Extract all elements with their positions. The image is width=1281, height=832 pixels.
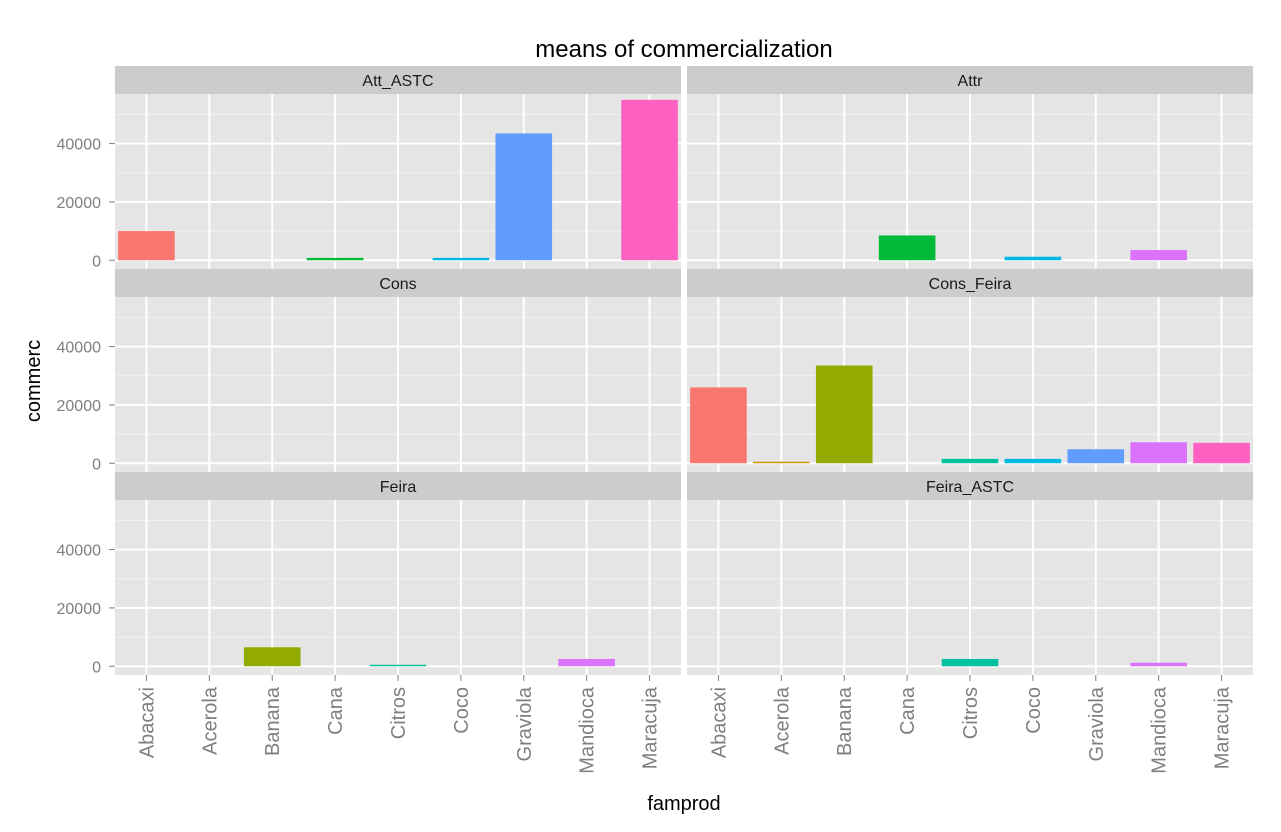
facet-panel-feira-astc: Feira_ASTC xyxy=(687,472,1253,675)
bar-feira-astc-citros xyxy=(941,658,999,667)
x-axis-labels: Abacaxi Acerola Banana Cana Citros Coco Gravio… xyxy=(136,675,1234,774)
bar-cons-feira-banana xyxy=(815,365,873,464)
facet-panel-att-astc: Att_ASTC 0 20000 40000 xyxy=(57,66,681,270)
facet-strip-label: Cons_Feira xyxy=(929,276,1012,293)
bar-cons-feira-maracuja xyxy=(1193,442,1250,464)
x-tick-label: Coco xyxy=(1023,687,1045,734)
x-tick-label: Abacaxi xyxy=(136,687,158,758)
chart-title: means of commercialization xyxy=(535,36,832,63)
y-axis-title: commerc xyxy=(23,340,45,422)
x-tick-label: Acerola xyxy=(771,686,793,755)
facet-strip-label: Attr xyxy=(958,73,984,90)
x-tick-label: Acerola xyxy=(199,686,221,755)
bar-attr-coco xyxy=(1004,256,1062,261)
x-tick-label: Mandioca xyxy=(577,686,599,774)
facet-panel-cons-feira: Cons_Feira xyxy=(687,269,1253,472)
bar-cons-feira-abacaxi xyxy=(690,387,747,464)
y-tick-label: 40000 xyxy=(57,543,102,560)
y-tick-label: 20000 xyxy=(57,195,102,212)
bar-att-astc-coco xyxy=(432,257,490,261)
x-tick-label: Citros xyxy=(388,687,410,739)
y-tick-label: 0 xyxy=(92,659,101,676)
x-tick-label: Banana xyxy=(834,686,856,756)
facet-strip xyxy=(115,472,681,500)
x-tick-label: Banana xyxy=(262,686,284,756)
x-tick-label: Citros xyxy=(960,687,982,739)
bar-feira-banana xyxy=(243,647,301,667)
x-tick-label: Mandioca xyxy=(1149,686,1171,774)
facet-strip xyxy=(115,269,681,297)
y-tick-label: 20000 xyxy=(57,398,102,415)
y-tick-label: 0 xyxy=(92,253,101,270)
bar-att-astc-cana xyxy=(306,257,364,261)
facet-panel-attr: Attr xyxy=(687,66,1253,269)
x-tick-label: Abacaxi xyxy=(708,687,730,758)
x-tick-label: Coco xyxy=(451,687,473,734)
x-tick-label: Maracuja xyxy=(1212,686,1234,769)
bar-cons-feira-coco xyxy=(1004,458,1062,464)
facet-panel-cons: Cons 0 20000 40000 xyxy=(57,269,681,473)
bar-att-astc-abacaxi xyxy=(118,231,175,261)
bar-cons-feira-mandioca xyxy=(1130,442,1187,464)
bar-feira-astc-mandioca xyxy=(1130,662,1187,667)
y-tick-label: 20000 xyxy=(57,601,102,618)
bar-cons-feira-acerola xyxy=(753,461,810,464)
bar-att-astc-graviola xyxy=(495,133,553,261)
facet-panel-feira: Feira 0 20000 40000 xyxy=(57,472,681,676)
bar-attr-mandioca xyxy=(1130,250,1187,261)
bar-att-astc-maracuja xyxy=(621,99,678,261)
y-tick-label: 40000 xyxy=(57,137,102,154)
facet-strip xyxy=(687,472,1253,500)
facet-strip-label: Feira xyxy=(380,479,417,496)
x-tick-label: Graviola xyxy=(514,686,536,761)
bar-attr-cana xyxy=(878,235,936,261)
x-tick-label: Graviola xyxy=(1086,686,1108,761)
x-tick-label: Cana xyxy=(897,686,919,735)
facet-panels: Att_ASTC02000040000AttrCons02000040000Co… xyxy=(57,66,1253,676)
facet-strip xyxy=(687,269,1253,297)
bar-cons-feira-citros xyxy=(941,458,999,464)
facet-strip-label: Att_ASTC xyxy=(362,73,433,90)
facet-strip-label: Cons xyxy=(379,276,416,293)
facet-strip xyxy=(687,66,1253,94)
y-tick-label: 40000 xyxy=(57,340,102,357)
bar-cons-feira-graviola xyxy=(1067,449,1125,464)
bar-feira-mandioca xyxy=(558,658,615,667)
bar-feira-citros xyxy=(369,664,427,667)
x-tick-label: Maracuja xyxy=(640,686,662,769)
y-tick-label: 0 xyxy=(92,456,101,473)
x-tick-label: Cana xyxy=(325,686,347,735)
facet-strip-label: Feira_ASTC xyxy=(926,479,1014,496)
facet-strip xyxy=(115,66,681,94)
x-axis-title: famprod xyxy=(647,793,720,815)
